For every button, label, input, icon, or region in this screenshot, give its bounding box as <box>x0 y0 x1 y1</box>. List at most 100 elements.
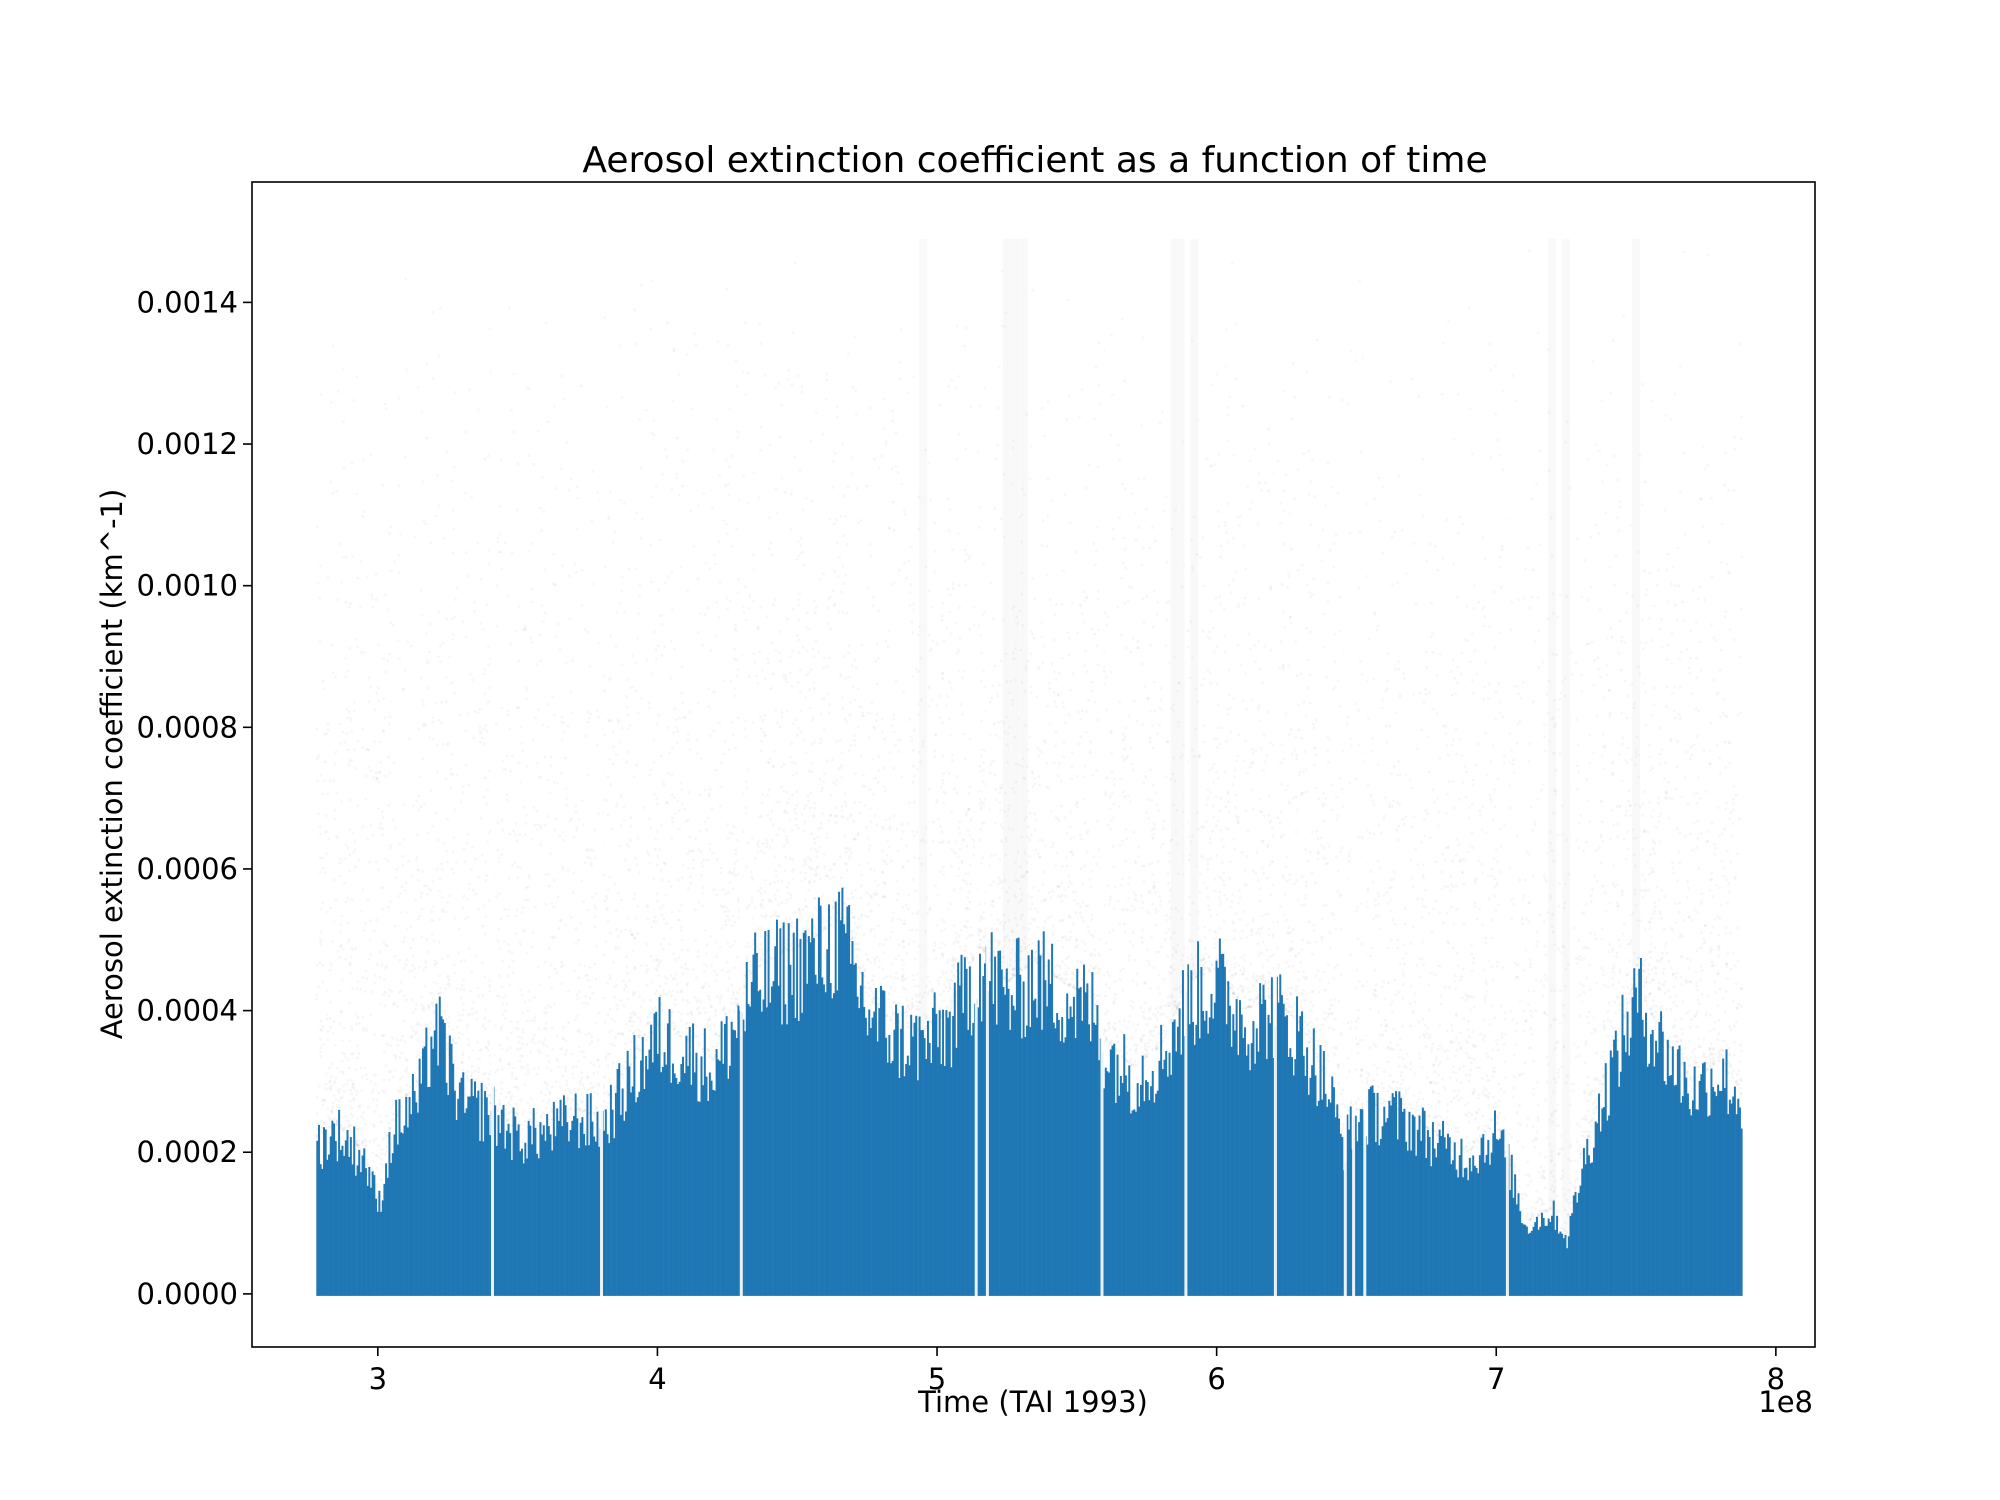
outlier-point <box>994 787 997 791</box>
outlier-point <box>1638 804 1642 808</box>
outlier-point <box>1264 481 1267 485</box>
outlier-point <box>1600 937 1604 941</box>
outlier-point <box>965 552 968 556</box>
outlier-point <box>1529 1217 1532 1221</box>
outlier-point <box>1113 980 1117 983</box>
outlier-point <box>1422 876 1426 880</box>
outlier-point <box>369 1080 373 1084</box>
outlier-point <box>1473 901 1477 905</box>
outlier-point <box>1699 946 1703 950</box>
outlier-point <box>464 430 468 434</box>
outlier-point <box>1514 399 1517 402</box>
outlier-point <box>692 545 696 548</box>
outlier-point <box>802 738 806 741</box>
outlier-point <box>318 640 322 643</box>
outlier-point <box>873 959 877 963</box>
outlier-point <box>1336 1066 1340 1070</box>
outlier-point <box>1425 559 1428 563</box>
outlier-point <box>1619 505 1622 509</box>
outlier-point <box>604 940 608 943</box>
outlier-point <box>1134 1051 1138 1054</box>
outlier-point <box>384 1064 388 1067</box>
outlier-point <box>647 853 650 856</box>
outlier-point <box>1269 819 1273 823</box>
outlier-point <box>483 1017 487 1020</box>
outlier-point <box>1082 919 1086 923</box>
outlier-point <box>1471 679 1474 682</box>
outlier-point <box>487 563 491 566</box>
outlier-point <box>869 961 873 964</box>
outlier-point <box>1729 860 1733 864</box>
outlier-point <box>1459 1031 1462 1035</box>
outlier-point <box>1116 443 1120 447</box>
outlier-point <box>1291 947 1295 951</box>
outlier-point <box>751 943 754 946</box>
outlier-point <box>1429 1080 1433 1084</box>
outlier-point <box>389 900 392 903</box>
outlier-point <box>318 871 322 874</box>
outlier-point <box>319 931 323 934</box>
outlier-point <box>1121 482 1124 486</box>
outlier-point <box>1493 1070 1497 1074</box>
outlier-point <box>485 729 489 733</box>
outlier-point <box>1643 999 1647 1003</box>
outlier-point <box>1079 905 1082 909</box>
outlier-point <box>1128 1014 1132 1018</box>
outlier-point <box>1626 746 1630 750</box>
outlier-point <box>544 1081 548 1085</box>
outlier-point <box>910 739 914 743</box>
outlier-point <box>1033 917 1037 921</box>
outlier-point <box>1679 650 1683 654</box>
outlier-point <box>1650 942 1654 946</box>
outlier-point <box>335 489 339 493</box>
outlier-point <box>433 959 437 963</box>
outlier-point <box>1235 322 1238 326</box>
outlier-point <box>1301 938 1304 942</box>
outlier-point <box>1457 1042 1461 1045</box>
outlier-point <box>484 1046 488 1050</box>
outlier-point <box>1021 938 1025 942</box>
outlier-point <box>437 655 441 659</box>
outlier-point <box>527 549 531 553</box>
outlier-point <box>544 1006 548 1010</box>
outlier-point <box>1624 857 1628 861</box>
outlier-point <box>337 1091 341 1094</box>
outlier-point <box>1349 1027 1352 1030</box>
outlier-point <box>610 1082 614 1086</box>
outlier-point <box>1025 765 1029 768</box>
outlier-point <box>865 484 868 488</box>
outlier-point <box>1249 962 1252 966</box>
outlier-point <box>723 910 727 914</box>
outlier-point <box>1156 986 1160 989</box>
outlier-point <box>1146 697 1150 700</box>
outlier-point <box>1151 625 1155 629</box>
outlier-point <box>548 1091 551 1095</box>
outlier-point <box>695 1000 699 1004</box>
outlier-point <box>431 737 435 741</box>
outlier-point <box>1257 472 1261 476</box>
outlier-point <box>1654 905 1657 908</box>
outlier-point <box>1483 1124 1487 1128</box>
outlier-point <box>858 971 862 974</box>
outlier-point <box>1461 871 1464 875</box>
outlier-point <box>341 1051 345 1055</box>
outlier-point <box>1278 666 1282 670</box>
outlier-point <box>1650 867 1654 871</box>
outlier-point <box>686 589 689 593</box>
outlier-point <box>1285 879 1289 883</box>
outlier-point <box>645 904 649 907</box>
outlier-point <box>1111 527 1115 531</box>
outlier-point <box>567 1087 571 1091</box>
outlier-point <box>727 465 731 469</box>
outlier-point <box>1404 815 1408 818</box>
outlier-point <box>1731 1072 1734 1076</box>
outlier-point <box>561 963 565 967</box>
outlier-point <box>428 622 432 626</box>
outlier-point <box>1125 1051 1129 1055</box>
outlier-point <box>712 888 716 892</box>
outlier-point <box>1553 1186 1557 1190</box>
outlier-point <box>438 974 441 978</box>
outlier-point <box>636 711 640 715</box>
outlier-point <box>1158 723 1161 727</box>
outlier-point <box>832 522 836 526</box>
